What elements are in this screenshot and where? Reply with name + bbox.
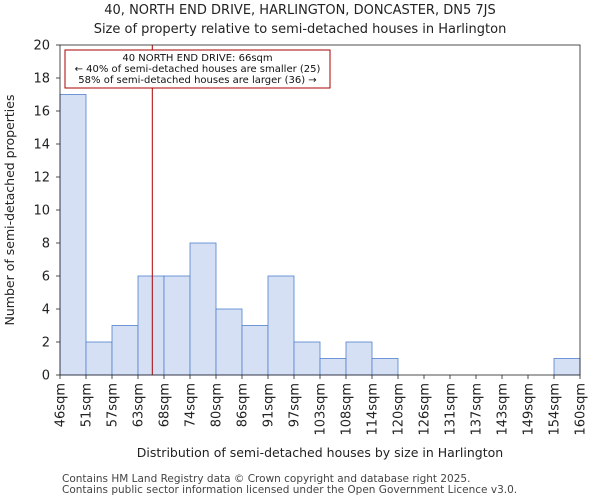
y-tick-label: 18 <box>33 72 50 87</box>
annotation-line: 58% of semi-detached houses are larger (… <box>78 75 316 86</box>
x-axis: 46sqm 51sqm 57sqm 63sqm 68sqm 74sqm 80sqm 86sqm… <box>54 375 589 436</box>
x-tick-label: 51sqm <box>80 383 95 427</box>
footer-licence: Contains public sector information licen… <box>62 484 518 496</box>
x-tick-label: 131sqm <box>444 383 459 436</box>
y-tick-label: 0 <box>42 369 50 384</box>
chart-title: 40, NORTH END DRIVE, HARLINGTON, DONCAST… <box>104 3 495 18</box>
footer-copyright: Contains HM Land Registry data © Crown c… <box>62 473 471 485</box>
bar <box>553 358 581 376</box>
y-axis-label: Number of semi-detached properties <box>2 95 17 326</box>
bar <box>215 308 243 376</box>
x-tick-label: 103sqm <box>314 383 329 436</box>
y-tick-label: 4 <box>42 303 50 318</box>
annotation-line: 40 NORTH END DRIVE: 66sqm <box>122 53 272 64</box>
y-tick-label: 16 <box>33 105 50 120</box>
chart-subtitle: Size of property relative to semi-detach… <box>94 22 507 37</box>
bar <box>319 358 347 376</box>
x-tick-label: 63sqm <box>132 383 147 427</box>
bar <box>371 358 399 376</box>
bar <box>163 275 191 376</box>
bar <box>241 325 269 376</box>
y-tick-label: 10 <box>33 204 50 219</box>
bar <box>345 341 373 376</box>
x-tick-label: 154sqm <box>548 383 563 436</box>
bar <box>85 341 113 376</box>
x-tick-label: 80sqm <box>210 383 225 427</box>
marker-group: 40 NORTH END DRIVE: 66sqm← 40% of semi-d… <box>64 45 331 375</box>
y-tick-label: 12 <box>33 171 50 186</box>
x-tick-label: 108sqm <box>340 383 355 436</box>
y-tick-label: 2 <box>42 336 50 351</box>
y-tick-label: 14 <box>33 138 50 153</box>
x-axis-label: Distribution of semi-detached houses by … <box>137 445 503 460</box>
x-tick-label: 160sqm <box>574 383 589 436</box>
y-tick-label: 8 <box>42 237 50 252</box>
y-tick-label: 6 <box>42 270 50 285</box>
bar <box>189 242 217 376</box>
x-tick-label: 143sqm <box>496 383 511 436</box>
annotation-line: ← 40% of semi-detached houses are smalle… <box>75 64 321 75</box>
bar <box>59 94 87 376</box>
x-tick-label: 86sqm <box>236 383 251 427</box>
x-tick-label: 97sqm <box>288 383 303 427</box>
y-axis: 0 2 4 6 8 10 12 14 16 18 20 <box>33 39 60 384</box>
annotation-box <box>64 49 331 89</box>
x-tick-label: 120sqm <box>392 383 407 436</box>
x-tick-label: 126sqm <box>418 383 433 436</box>
x-tick-label: 114sqm <box>366 383 381 436</box>
bar <box>111 325 139 376</box>
bars-group <box>59 94 581 376</box>
bar <box>137 275 165 376</box>
bar <box>293 341 321 376</box>
x-tick-label: 74sqm <box>184 383 199 427</box>
x-tick-label: 57sqm <box>106 383 121 427</box>
y-tick-label: 20 <box>33 39 50 54</box>
bar <box>267 275 295 376</box>
x-tick-label: 91sqm <box>262 383 277 427</box>
x-tick-label: 137sqm <box>470 383 485 436</box>
x-tick-label: 149sqm <box>522 383 537 436</box>
x-tick-label: 68sqm <box>158 383 173 427</box>
chart: 40, NORTH END DRIVE, HARLINGTON, DONCAST… <box>2 3 589 460</box>
x-tick-label: 46sqm <box>54 383 69 427</box>
